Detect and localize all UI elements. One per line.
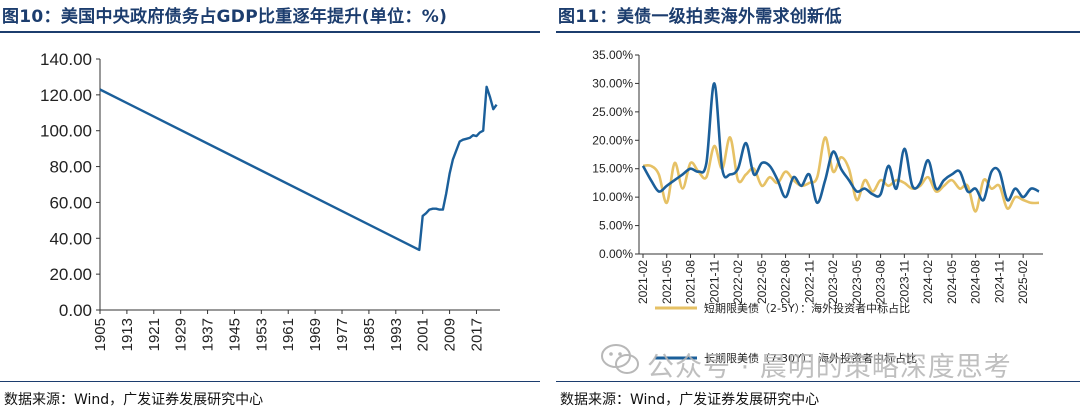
x-tick-label: 2021-08: [684, 260, 698, 304]
x-tick-label: 1929: [173, 318, 190, 351]
x-tick-label: 1977: [334, 318, 351, 351]
x-tick-label: 2024-05: [945, 260, 959, 304]
legend-label: 长期限美债（7-30Y）：海外投资者中标占比: [704, 351, 917, 365]
x-tick-label: 2001: [415, 318, 432, 351]
x-tick-label: 1937: [200, 318, 217, 351]
x-tick-label: 2024-08: [969, 260, 983, 304]
x-tick-label: 2024-11: [992, 260, 1006, 303]
x-tick-label: 2023-05: [850, 260, 864, 304]
short-term-series-line: [642, 136, 1040, 213]
wechat-icon: [601, 344, 639, 374]
x-tick-label: 1945: [226, 318, 243, 351]
foreign-demand-line-chart: 0.00% 5.00% 10.00% 15.00% 20.00% 25.00% 30.00%…: [592, 48, 1043, 365]
long-term-series-line: [641, 82, 1040, 205]
chart-title: 图10：美国中央政府债务占GDP比重逐年提升(单位：%): [2, 7, 448, 27]
legend-label: 短期限美债（2-5Y）：海外投资者中标占比: [704, 301, 910, 315]
x-tick-label: 2021-05: [660, 260, 674, 304]
y-tick-label: 25.00%: [592, 105, 633, 119]
x-tick-label: 2017: [468, 318, 485, 351]
y-tick-label: 20.00: [49, 265, 92, 284]
y-tick-label: 60.00: [49, 193, 92, 212]
x-tick-label: 1993: [388, 318, 405, 351]
x-tick-label: 2023-08: [874, 260, 888, 304]
y-tick-label: 30.00%: [592, 76, 633, 90]
y-tick-label: 140.00: [40, 50, 92, 69]
chart-panel-foreign-demand: 图11：美债一级拍卖海外需求创新低 0.00% 5.00% 10.00% 15.00%…: [556, 0, 1080, 411]
chart-title-bar: 图10：美国中央政府债务占GDP比重逐年提升(单位：%): [0, 0, 540, 33]
source-note: 数据来源：Wind，广发证券发展研究中心: [4, 392, 264, 408]
chart-title: 图11：美债一级拍卖海外需求创新低: [558, 7, 842, 27]
y-tick-label: 15.00%: [592, 162, 633, 176]
x-tick-label: 2022-11: [802, 260, 816, 303]
x-tick-label: 2023-02: [826, 260, 840, 304]
source-bar: 数据来源：Wind，广发证券发展研究中心: [556, 381, 1080, 412]
y-tick-label: 120.00: [40, 86, 92, 105]
x-tick-label: 2025-02: [1016, 260, 1030, 304]
x-tick-label: 2022-08: [779, 260, 793, 304]
x-tick-label: 1913: [119, 318, 136, 351]
y-tick-label: 0.00: [59, 301, 92, 320]
x-tick-label: 1969: [307, 318, 324, 351]
x-tick-label: 1921: [146, 318, 163, 351]
watermark: 公众号 · 晨明的策略深度思考: [647, 352, 1012, 383]
y-tick-label: 20.00%: [592, 133, 633, 147]
chart-title-bar: 图11：美债一级拍卖海外需求创新低: [556, 0, 1080, 33]
x-tick-label: 2021-02: [636, 260, 650, 304]
y-tick-label: 100.00: [40, 122, 92, 141]
y-tick-label: 40.00: [49, 229, 92, 248]
y-tick-label: 5.00%: [599, 219, 633, 233]
source-note: 数据来源：Wind，广发证券发展研究中心: [560, 392, 820, 408]
x-tick-label: 2022-02: [731, 260, 745, 304]
chart-panel-debt-to-gdp: 图10：美国中央政府债务占GDP比重逐年提升(单位：%) 0.00 20.00 40…: [0, 0, 540, 411]
source-bar: 数据来源：Wind，广发证券发展研究中心: [0, 381, 540, 412]
debt-to-gdp-line: [99, 85, 498, 252]
x-tick-label: 2022-05: [755, 260, 769, 304]
x-tick-label: 2009: [442, 318, 459, 351]
y-tick-label: 80.00: [49, 158, 92, 177]
y-tick-label: 0.00%: [599, 247, 633, 261]
y-tick-label: 10.00%: [592, 190, 633, 204]
x-tick-label: 2021-11: [707, 260, 721, 303]
x-tick-label: 1905: [92, 318, 109, 351]
x-tick-label: 2023-11: [897, 260, 911, 303]
x-tick-label: 2024-02: [921, 260, 935, 304]
debt-to-gdp-line-chart: 0.00 20.00 40.00 60.00 80.00 100.00 120.00 140.…: [40, 50, 500, 351]
y-tick-label: 35.00%: [592, 48, 633, 62]
x-tick-label: 1985: [361, 318, 378, 351]
x-tick-label: 1961: [280, 318, 297, 351]
x-tick-label: 1953: [253, 318, 270, 351]
